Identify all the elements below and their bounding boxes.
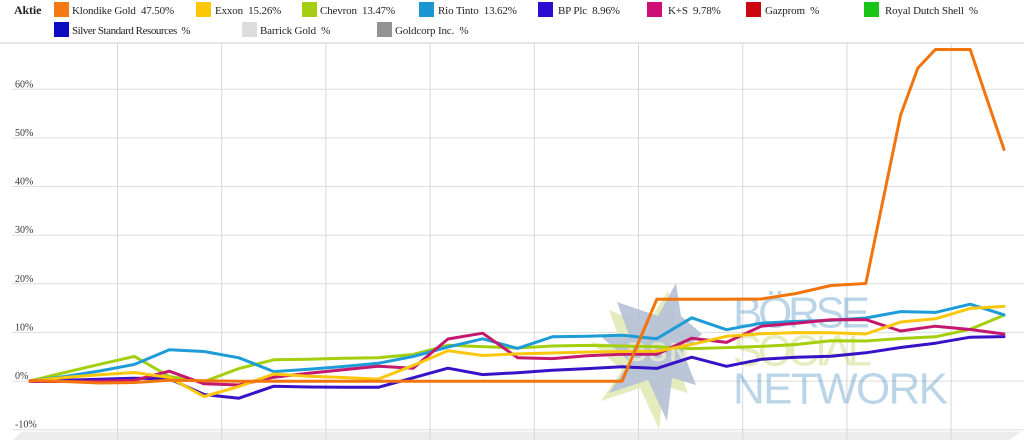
svg-text:0%: 0%	[15, 371, 28, 382]
svg-text:BP Plc 8.96%: BP Plc 8.96%	[558, 5, 620, 17]
svg-text:Rio Tinto 13.62%: Rio Tinto 13.62%	[438, 5, 517, 17]
svg-text:Royal Dutch Shell %: Royal Dutch Shell %	[885, 5, 978, 17]
svg-text:Silver Standard Resources %: Silver Standard Resources %	[72, 25, 190, 37]
svg-text:Klondike Gold 47.50%: Klondike Gold 47.50%	[72, 5, 174, 17]
svg-text:50%: 50%	[15, 128, 33, 139]
svg-text:NETWORK: NETWORK	[733, 365, 948, 414]
svg-text:20%: 20%	[15, 274, 33, 285]
svg-text:Gazprom %: Gazprom %	[765, 5, 819, 17]
svg-text:10%: 10%	[15, 322, 33, 333]
svg-text:Barrick Gold %: Barrick Gold %	[260, 25, 330, 37]
svg-text:60%: 60%	[15, 79, 33, 90]
svg-text:Aktie: Aktie	[14, 3, 42, 17]
svg-text:Goldcorp Inc. %: Goldcorp Inc. %	[395, 25, 468, 37]
svg-text:Chevron 13.47%: Chevron 13.47%	[320, 5, 395, 17]
svg-text:30%: 30%	[15, 225, 33, 236]
svg-text:K+S 9.78%: K+S 9.78%	[668, 5, 721, 17]
svg-text:-10%: -10%	[15, 420, 37, 431]
svg-text:Exxon 15.26%: Exxon 15.26%	[215, 5, 281, 17]
svg-text:40%: 40%	[15, 177, 33, 188]
